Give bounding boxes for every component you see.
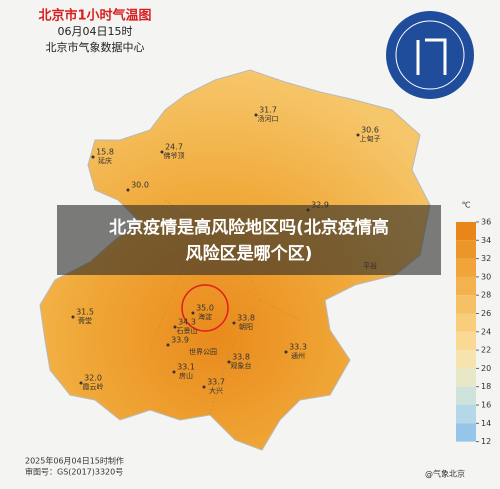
station-name: 石景山 — [177, 326, 198, 335]
station-dot — [202, 385, 206, 389]
legend-tick-label: 34 — [481, 236, 491, 245]
legend-swatch — [456, 350, 476, 369]
legend-tick-label: 22 — [481, 346, 491, 355]
station-dot — [91, 155, 95, 159]
station-value: 34.3 — [178, 318, 196, 327]
station-dot — [71, 315, 75, 319]
map-time: 06月04日15时 — [58, 25, 133, 38]
station-value: 33.8 — [237, 314, 255, 323]
station-name: 大兴 — [209, 386, 223, 395]
station-value: 32.0 — [84, 374, 102, 383]
legend-tick-label: 36 — [481, 218, 491, 227]
legend-swatch — [456, 405, 476, 424]
legend-tick-label: 16 — [481, 401, 491, 410]
station-value: 24.7 — [165, 143, 183, 152]
station-dot — [172, 370, 176, 374]
station-name: 房山 — [179, 371, 193, 380]
overlay-line: 北京疫情是高风险地区吗(北京疫情高 — [109, 217, 389, 238]
station-dot — [79, 381, 83, 385]
station-name: 霞云岭 — [83, 382, 104, 391]
station-name: 斋堂 — [78, 316, 92, 325]
legend-swatch — [456, 386, 476, 405]
legend-swatch — [456, 222, 476, 241]
station-dot — [191, 311, 195, 315]
station-value: 33.1 — [177, 363, 195, 372]
legend-tick-label: 26 — [481, 309, 491, 318]
legend-unit: ℃ — [462, 201, 471, 210]
station-name: 延庆 — [98, 156, 112, 165]
station-value: 31.7 — [259, 106, 277, 115]
legend-swatch — [456, 313, 476, 332]
station-value: 30.0 — [131, 181, 149, 190]
station-name: 通州 — [291, 351, 305, 360]
station-value: 31.5 — [76, 308, 94, 317]
station-name: 世界公园 — [189, 347, 217, 356]
legend-swatch — [456, 276, 476, 296]
station-dot — [160, 150, 164, 154]
station-value: 33.7 — [207, 378, 225, 387]
legend-tick-label: 30 — [481, 272, 491, 281]
station-value: 15.8 — [96, 148, 114, 157]
legend-swatch — [456, 295, 476, 314]
legend-swatch — [456, 240, 476, 259]
map-title: 北京市1小时气温图 — [38, 8, 151, 24]
legend-tick-label: 24 — [481, 327, 491, 336]
station-name: 汤河口 — [258, 114, 279, 123]
station-name: 上甸子 — [360, 134, 381, 143]
legend-tick-label: 12 — [481, 437, 491, 446]
legend-swatch — [456, 423, 476, 442]
station-dot — [173, 325, 177, 329]
overlay-line: 风险区是哪个区) — [186, 243, 313, 264]
station-dot — [227, 360, 231, 364]
legend-tick-label: 32 — [481, 254, 491, 263]
logo — [386, 11, 474, 99]
overlay-band — [57, 205, 441, 275]
station-value: 35.0 — [196, 304, 214, 313]
station-dot — [254, 113, 258, 117]
station-dot — [126, 188, 130, 192]
legend-tick-label: 20 — [481, 364, 491, 373]
station-dot — [284, 350, 288, 354]
station-dot — [356, 133, 360, 137]
watermark: @气象北京 — [425, 469, 465, 479]
station-value: 30.6 — [361, 126, 379, 135]
station-dot — [166, 343, 170, 347]
legend-tick-label: 18 — [481, 382, 491, 391]
station-name: 海淀 — [198, 312, 212, 321]
footer-approval: 审图号：GS(2017)3320号 — [25, 467, 123, 477]
logo-mark — [416, 38, 447, 75]
legend-tick-label: 14 — [481, 419, 491, 428]
highlight-circle — [181, 284, 229, 332]
station-name: 佛爷顶 — [164, 151, 185, 160]
station-value: 33.9 — [171, 336, 189, 345]
station-dot — [232, 321, 236, 325]
station-name: 朝阳 — [239, 322, 253, 331]
legend-tick-label: 28 — [481, 291, 491, 300]
station-name: 观象台 — [231, 361, 252, 370]
legend-swatch — [456, 331, 476, 351]
legend: ℃ 36 34 32 30 28 26 24 22 20 18 16 14 12 — [456, 201, 491, 446]
map-source: 北京市气象数据中心 — [46, 40, 145, 54]
station-value: 33.8 — [232, 353, 250, 362]
legend-swatch — [456, 258, 476, 277]
footer-made: 2025年06月04日15时制作 — [25, 456, 124, 466]
legend-swatch — [456, 368, 476, 387]
station-value: 33.3 — [289, 343, 307, 352]
logo-ring — [395, 20, 465, 90]
